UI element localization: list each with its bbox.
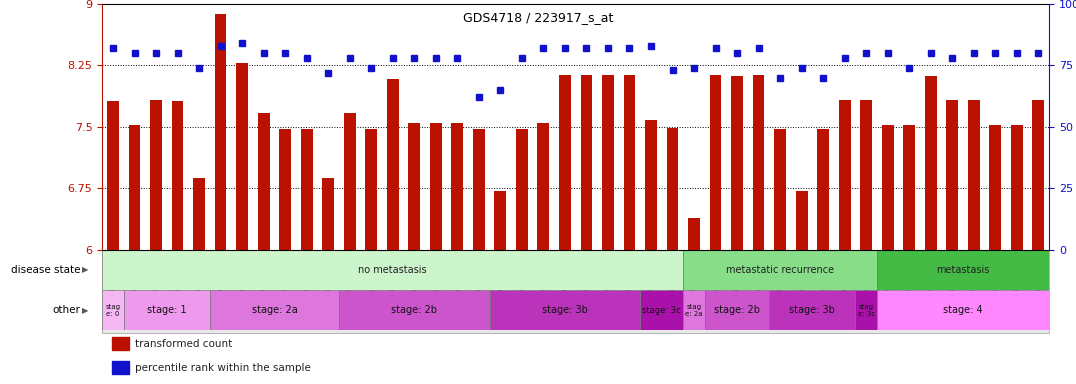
Bar (624, 75, 635, 250)
Bar (258, 113, 269, 250)
Bar (210, 290, 339, 330)
Text: stage: 2a: stage: 2a (252, 305, 297, 315)
Bar (339, 290, 490, 330)
Bar (473, 129, 484, 250)
Text: stage: 1: stage: 1 (147, 305, 186, 315)
Text: stage: 3c: stage: 3c (642, 306, 681, 314)
Bar (990, 125, 1001, 250)
Bar (194, 177, 204, 250)
Text: transformed count: transformed count (136, 339, 232, 349)
Bar (301, 129, 313, 250)
Text: stage: 3b: stage: 3b (790, 305, 835, 315)
Bar (877, 250, 1049, 290)
Bar (924, 76, 936, 250)
Text: no metastasis: no metastasis (358, 265, 427, 275)
Bar (904, 125, 915, 250)
Bar (516, 129, 527, 250)
Bar (710, 75, 722, 250)
Bar (855, 290, 877, 330)
Text: ▶: ▶ (82, 265, 88, 274)
Text: stag
e: 0: stag e: 0 (105, 304, 121, 316)
Bar (947, 100, 958, 250)
Bar (753, 75, 764, 250)
Bar (112, 361, 129, 374)
Bar (452, 122, 463, 250)
Text: metastatic recurrence: metastatic recurrence (726, 265, 834, 275)
Bar (732, 76, 742, 250)
Text: disease state: disease state (11, 265, 81, 275)
Bar (387, 79, 398, 250)
Bar (102, 250, 683, 290)
Bar (430, 122, 442, 250)
Text: stage: 2b: stage: 2b (392, 305, 437, 315)
Text: ▶: ▶ (82, 306, 88, 314)
Bar (882, 125, 893, 250)
Bar (537, 122, 549, 250)
Bar (1011, 125, 1022, 250)
Bar (107, 101, 118, 250)
Bar (150, 100, 161, 250)
Text: stag
e: 2a: stag e: 2a (685, 304, 703, 316)
Bar (666, 127, 678, 250)
Bar (343, 113, 355, 250)
Bar (683, 250, 877, 290)
Bar (689, 218, 700, 250)
Bar (769, 290, 855, 330)
Bar (646, 120, 656, 250)
Bar (236, 63, 247, 250)
Bar (323, 177, 334, 250)
Bar (861, 100, 872, 250)
Bar (214, 15, 226, 250)
Bar (129, 125, 140, 250)
Bar (560, 75, 570, 250)
Text: other: other (53, 305, 81, 315)
Bar (102, 290, 124, 330)
Text: GDS4718 / 223917_s_at: GDS4718 / 223917_s_at (463, 12, 613, 25)
Bar (877, 290, 1049, 330)
Bar (705, 290, 769, 330)
Text: stage: 2b: stage: 2b (714, 305, 760, 315)
Bar (1033, 100, 1044, 250)
Bar (172, 101, 183, 250)
Bar (968, 100, 979, 250)
Text: percentile rank within the sample: percentile rank within the sample (136, 363, 311, 373)
Bar (775, 129, 785, 250)
Bar (818, 129, 829, 250)
Text: stag
e: 3c: stag e: 3c (858, 304, 875, 316)
Text: stage: 4: stage: 4 (944, 305, 982, 315)
Bar (603, 75, 613, 250)
Bar (112, 337, 129, 350)
Text: stage: 3b: stage: 3b (542, 305, 587, 315)
Bar (495, 190, 507, 250)
Bar (795, 190, 807, 250)
Bar (279, 129, 291, 250)
Bar (683, 290, 705, 330)
Bar (408, 122, 420, 250)
Bar (490, 290, 640, 330)
Text: metastasis: metastasis (936, 265, 990, 275)
Bar (581, 75, 593, 250)
Bar (839, 100, 850, 250)
Bar (365, 129, 377, 250)
Bar (640, 290, 683, 330)
Bar (124, 290, 210, 330)
